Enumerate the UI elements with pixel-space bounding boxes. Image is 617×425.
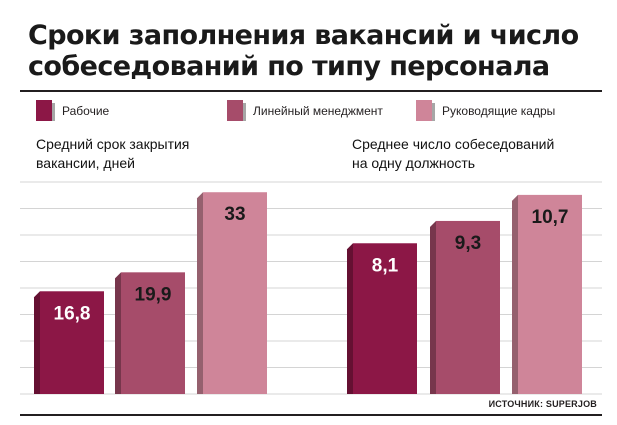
legend-label-workers: Рабочие xyxy=(62,104,110,118)
bottom-divider xyxy=(20,414,602,416)
chart-title-line-2: на одну должность xyxy=(352,155,476,171)
bar xyxy=(436,220,500,394)
data-label: 16,8 xyxy=(54,303,91,324)
data-label: 33 xyxy=(224,204,245,225)
chart-title-line-1: Средний срок закрытия xyxy=(36,136,190,152)
bar-side-shade xyxy=(512,194,518,394)
bar xyxy=(518,194,582,394)
title-line-1: Сроки заполнения вакансий и число xyxy=(28,20,579,51)
bar-side xyxy=(197,192,203,394)
title-line-2: собеседований по типу персонала xyxy=(28,51,550,82)
bar xyxy=(121,272,185,394)
chart-title-line-2: вакансии, дней xyxy=(36,155,135,171)
page-title: Сроки заполнения вакансий и число собесе… xyxy=(28,20,588,82)
bar xyxy=(203,192,267,394)
bar-side-shade xyxy=(197,192,203,394)
legend-label-top-management: Руководящие кадры xyxy=(442,104,556,118)
chart-title-interviews-per-position: Среднее число собеседований на одну долж… xyxy=(352,135,612,173)
bar-side-shade xyxy=(34,291,40,394)
bar xyxy=(353,243,417,394)
legend-swatch-line-management xyxy=(227,100,246,121)
data-label: 19,9 xyxy=(135,284,172,305)
bar-side xyxy=(115,272,121,394)
source-note: ИСТОЧНИК: SUPERJOB xyxy=(488,399,597,409)
legend-label-line-management: Линейный менеджмент xyxy=(253,104,383,118)
bar-side xyxy=(430,220,436,394)
data-label: 8,1 xyxy=(372,255,399,276)
data-label: 10,7 xyxy=(532,207,569,228)
bar xyxy=(40,291,104,394)
legend-swatch-workers xyxy=(36,100,55,121)
chart-title-vacancy-closing-time: Средний срок закрытия вакансии, дней xyxy=(36,135,296,173)
bar-side-shade xyxy=(115,272,121,394)
bar-side-shade xyxy=(430,220,436,394)
bar-side-shade xyxy=(347,243,353,394)
chart-title-line-1: Среднее число собеседований xyxy=(352,136,555,152)
legend-swatch-top-management xyxy=(416,100,435,121)
bar-side xyxy=(34,291,40,394)
bar-side xyxy=(512,194,518,394)
data-label: 9,3 xyxy=(455,233,481,254)
title-divider xyxy=(20,90,602,92)
bar-side xyxy=(347,243,353,394)
